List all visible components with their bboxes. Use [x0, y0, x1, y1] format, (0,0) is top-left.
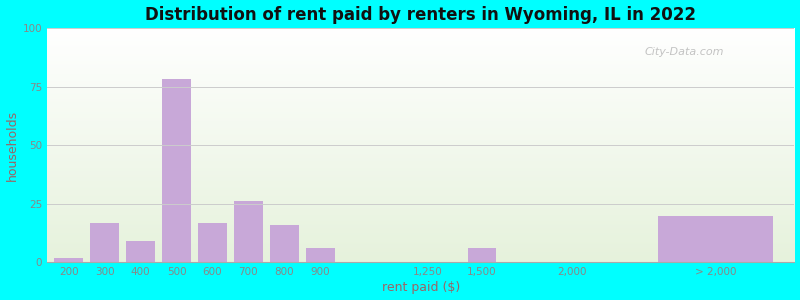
Bar — [658, 215, 773, 262]
X-axis label: rent paid ($): rent paid ($) — [382, 281, 460, 294]
Bar — [90, 223, 119, 262]
Bar — [162, 80, 191, 262]
Y-axis label: households: households — [6, 110, 18, 181]
Bar — [198, 223, 227, 262]
Bar — [54, 258, 83, 262]
Title: Distribution of rent paid by renters in Wyoming, IL in 2022: Distribution of rent paid by renters in … — [146, 6, 696, 24]
Bar — [234, 201, 262, 262]
Text: City-Data.com: City-Data.com — [645, 47, 725, 57]
Bar — [306, 248, 334, 262]
Bar — [467, 248, 496, 262]
Bar — [270, 225, 298, 262]
Bar — [126, 241, 155, 262]
